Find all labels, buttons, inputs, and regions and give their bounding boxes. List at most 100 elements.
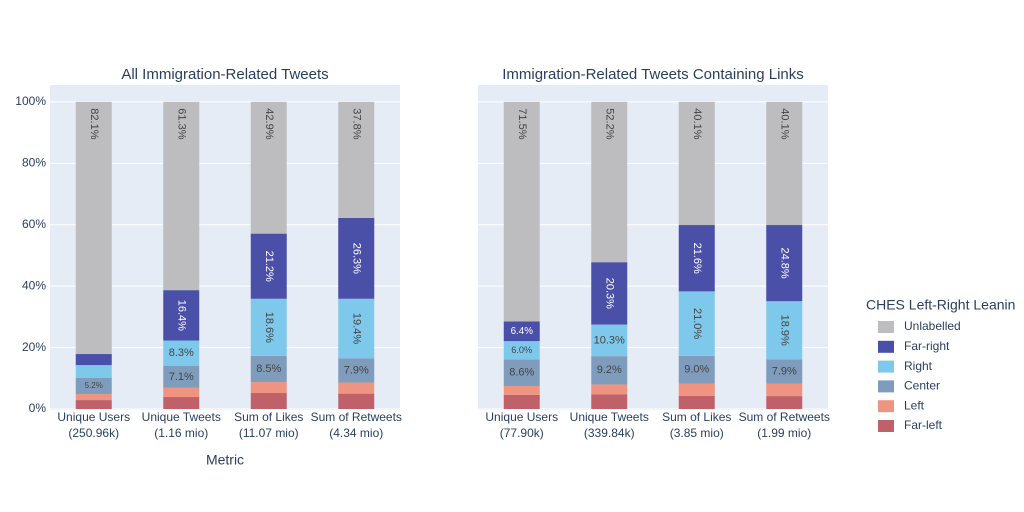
legend-swatch [878,420,894,432]
bar-segment [250,381,287,394]
bar-value-label: 21.0% [691,308,703,339]
legend-label: Center [904,379,940,393]
bar-segment [766,301,803,360]
bar-value-label: 82.1% [88,108,100,139]
chart-title: All Immigration-Related Tweets [121,66,328,83]
legend-label: Right [904,359,933,373]
bar-segment [250,298,287,356]
bar-segment [503,394,540,409]
legend-label: Far-right [904,339,950,353]
bar-value-label: 18.9% [778,315,790,346]
bar-segment [75,400,112,409]
bar-value-label: 40.1% [691,108,703,139]
bar-value-label: 52.2% [603,108,615,139]
bar-value-label: 5.2% [85,381,103,390]
bar-value-label: 19.4% [350,313,362,344]
legend-title: CHES Left-Right Leanin [866,297,1015,313]
y-tick-label: 100% [15,94,46,108]
bar-segment [766,359,803,384]
bar-value-label: 20.3% [603,278,615,309]
bar-segment [338,101,375,218]
bar-segment [766,225,803,302]
x-tick-label: Sum of Likes [662,410,731,424]
bar-segment [338,382,375,394]
bar-value-label: 26.3% [350,243,362,274]
x-tick-label: Sum of Retweets [311,410,402,424]
bar-segment [163,290,200,341]
bar-segment [591,262,628,325]
x-tick-label: (77.90k) [500,426,544,440]
x-tick-label: Unique Users [57,410,130,424]
bar-segment [75,393,112,401]
bar-segment [75,354,112,366]
bar-segment [503,101,540,322]
bar-segment [503,385,540,395]
bar-segment [678,383,715,396]
x-tick-label: Unique Tweets [570,410,649,424]
x-axis-title: Metric [206,452,244,468]
legend-swatch [878,321,894,333]
bar-segment [678,101,715,226]
bar-segment [250,393,287,409]
bar-value-label: 24.8% [778,248,790,279]
bar-segment [163,101,200,291]
bar-segment [75,377,112,394]
x-tick-label: (339.84k) [584,426,635,440]
bar-segment [250,101,287,234]
bar-value-label: 8.5% [256,363,281,375]
bar-segment [678,225,715,292]
bar-value-label: 16.4% [175,300,187,331]
bar-value-label: 37.8% [350,108,362,139]
bar-segment [163,397,200,409]
bar-segment [503,341,540,360]
legend-label: Far-left [904,418,943,432]
bar-segment [591,324,628,357]
bar-segment [163,340,200,367]
bar-segment [591,356,628,385]
legend-label: Unlabelled [904,319,961,333]
bar-value-label: 10.3% [594,334,625,346]
bar-segment [75,365,112,378]
bar-value-label: 9.0% [684,364,709,376]
legend-swatch [878,400,894,413]
bar-value-label: 6.0% [511,345,532,355]
bar-segment [250,355,287,382]
bar-value-label: 7.9% [344,364,369,376]
bar-value-label: 8.3% [169,347,194,359]
bar-segment [591,101,628,263]
x-tick-label: Sum of Retweets [739,410,830,424]
legend-swatch [878,380,894,393]
x-tick-label: (4.34 mio) [329,426,383,440]
chart-title: Immigration-Related Tweets Containing Li… [502,66,804,83]
bar-segment [766,101,803,226]
x-tick-label: (1.16 mio) [154,426,208,440]
bar-segment [591,384,628,395]
bar-value-label: 21.6% [691,243,703,274]
bar-segment [766,383,803,397]
bar-segment [75,101,112,355]
bar-segment [338,358,375,383]
bar-value-label: 42.9% [263,108,275,139]
x-tick-label: (1.99 mio) [757,426,811,440]
y-tick-label: 60% [22,217,46,231]
x-tick-label: (250.96k) [68,426,119,440]
x-tick-label: (11.07 mio) [239,426,299,440]
bar-segment [250,233,287,299]
bar-segment [678,355,715,384]
bar-segment [338,393,375,409]
bar-value-label: 21.2% [263,251,275,282]
bar-value-label: 7.1% [169,371,194,383]
bar-value-label: 9.2% [597,364,622,376]
bar-segment [678,291,715,356]
bar-segment [163,387,200,398]
bar-segment [766,396,803,409]
bar-segment [163,366,200,388]
legend-label: Left [904,398,925,412]
bar-value-label: 6.4% [511,326,534,337]
y-tick-label: 40% [22,278,46,292]
bar-segment [678,395,715,409]
y-tick-label: 0% [29,401,47,415]
x-tick-label: Unique Users [485,410,558,424]
x-tick-label: Sum of Likes [234,410,303,424]
